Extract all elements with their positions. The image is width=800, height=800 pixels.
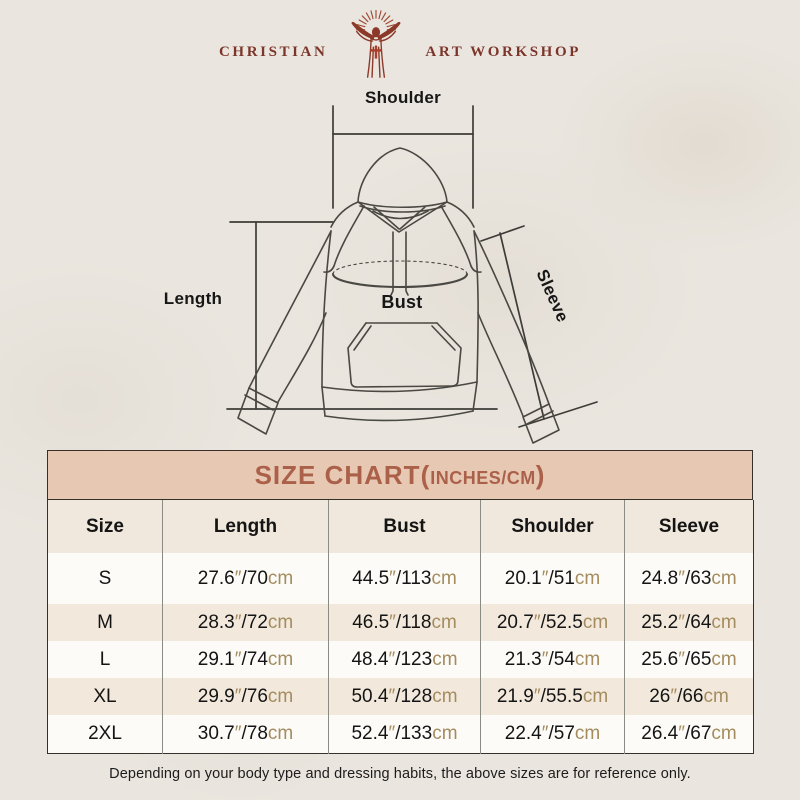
measurement-cell: 21.9″/55.5cm	[480, 678, 625, 715]
measurement-cell: 29.9″/76cm	[162, 678, 329, 715]
column-header-bust: Bust	[328, 500, 481, 553]
size-cell: 2XL	[88, 722, 122, 744]
measurement-cell: 26″/66cm	[624, 678, 754, 715]
column-header-sleeve: Sleeve	[624, 500, 754, 553]
measurement-cell: 44.5″/113cm	[328, 553, 481, 604]
column-header-size: Size	[85, 515, 125, 537]
size-cell: M	[97, 611, 113, 633]
size-table-body: S 27.6″/70cm 44.5″/113cm 20.1″/51cm 24.8″/63…	[47, 553, 754, 753]
brand-name-left: CHRISTIAN	[219, 44, 328, 60]
measurement-cell: 50.4″/128cm	[328, 678, 481, 715]
measurement-cell: 22.4″/57cm	[480, 715, 625, 753]
jesus-logo-icon	[351, 10, 401, 78]
reference-note: Depending on your body type and dressing…	[109, 766, 691, 782]
measurement-cell: 48.4″/123cm	[328, 641, 481, 678]
size-cell: L	[99, 648, 111, 670]
size-chart-title-close: )	[535, 460, 546, 490]
size-cell: S	[98, 567, 112, 589]
hoodie-measurement-diagram: Shoulder Length Bust Sleeve	[0, 85, 800, 447]
measurement-cell: 30.7″/78cm	[162, 715, 329, 753]
length-measure-label: Length	[163, 289, 223, 308]
measurement-cell: 46.5″/118cm	[328, 604, 481, 641]
measurement-cell: 20.7″/52.5cm	[480, 604, 625, 641]
measurement-cell: 21.3″/54cm	[480, 641, 625, 678]
size-chart-title: SIZE CHART(	[254, 460, 431, 490]
size-chart-title-band: SIZE CHART( INCHES/CM )	[47, 450, 753, 500]
measurement-cell: 52.4″/133cm	[328, 715, 481, 753]
size-row-2xl: 2XL 30.7″/78cm 52.4″/133cm 22.4″/57cm 26.4″/…	[48, 715, 754, 753]
size-row-s: S 27.6″/70cm 44.5″/113cm 20.1″/51cm 24.8″/63…	[48, 553, 754, 604]
measurement-cell: 26.4″/67cm	[624, 715, 754, 753]
size-table-header-row: Size Length Bust Shoulder Sleeve	[47, 500, 754, 553]
size-cell: XL	[93, 685, 117, 707]
size-row-xl: XL 29.9″/76cm 50.4″/128cm 21.9″/55.5cm 26″/6…	[47, 678, 754, 715]
measurement-cell: 24.8″/63cm	[624, 553, 754, 604]
measurement-cell: 28.3″/72cm	[162, 604, 329, 641]
column-header-length: Length	[162, 500, 329, 553]
measurement-cell: 20.1″/51cm	[480, 553, 625, 604]
hoodie-outline-drawing	[226, 105, 598, 444]
size-row-m: M 28.3″/72cm 46.5″/118cm 20.7″/52.5cm 25.2″/…	[47, 604, 754, 641]
measurement-cell: 29.1″/74cm	[162, 641, 329, 678]
size-chart-section: SIZE CHART( INCHES/CM ) Size Length Bust Sh…	[47, 450, 754, 754]
bust-measure-label: Bust	[381, 292, 423, 312]
column-header-shoulder: Shoulder	[480, 500, 625, 553]
size-row-l: L 29.1″/74cm 48.4″/123cm 21.3″/54cm 25.6″/65…	[48, 641, 754, 678]
brand-header: CHRISTIAN	[0, 10, 800, 88]
brand-name-right: ART WORKSHOP	[425, 44, 581, 60]
measurement-cell: 25.2″/64cm	[624, 604, 754, 641]
shoulder-measure-label: Shoulder	[364, 88, 442, 107]
measurement-cell: 25.6″/65cm	[624, 641, 754, 678]
size-chart-title-units: INCHES/CM	[430, 468, 536, 488]
measurement-cell: 27.6″/70cm	[162, 553, 329, 604]
size-table: Size Length Bust Shoulder Sleeve S 27.6″/70cm…	[47, 500, 754, 754]
